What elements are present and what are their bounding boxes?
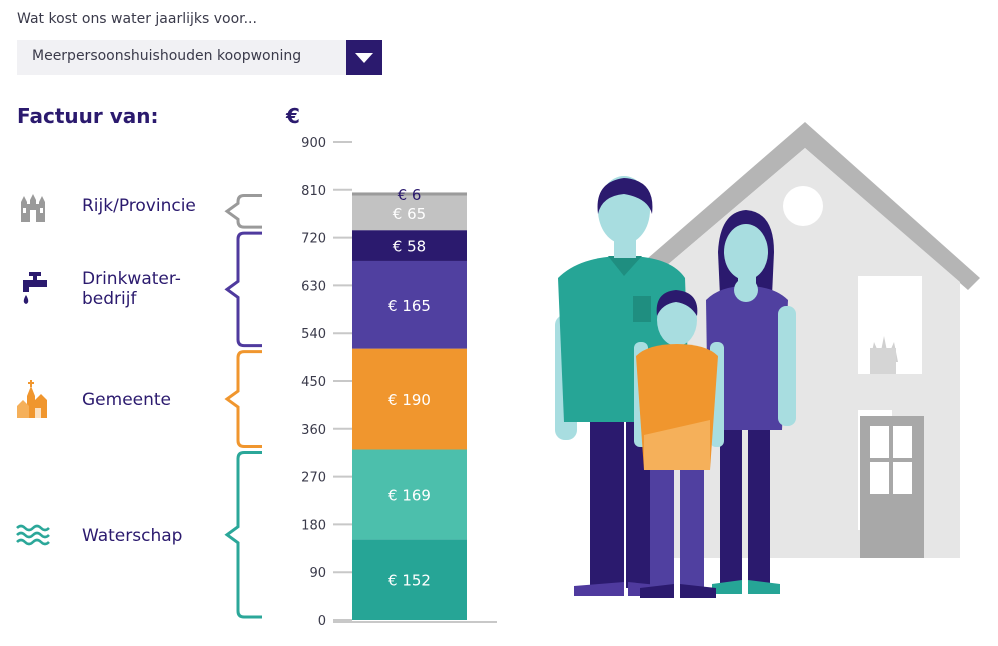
y-tick-label: 720 [301, 232, 326, 247]
y-tick-label: 630 [301, 279, 326, 294]
church-icon [17, 380, 47, 418]
bar-value-label: € 152 [388, 572, 431, 590]
y-axis-currency-label: € [286, 104, 300, 128]
y-tick-label: 0 [318, 614, 326, 629]
bar-segment [352, 348, 467, 450]
bar-value-label: € 190 [388, 391, 431, 409]
y-tick-label: 180 [301, 518, 326, 533]
bar-segment [352, 539, 467, 620]
bar-value-label: € 169 [388, 486, 431, 504]
mother-figure [706, 210, 796, 594]
y-tick-label: 540 [301, 327, 326, 342]
category-brace [224, 451, 262, 619]
category-label-drinkwaterbedrijf: Drinkwater- bedrijf [82, 269, 181, 309]
bar-value-label: € 6 [398, 186, 422, 204]
bar-segment [352, 192, 467, 196]
dropdown-button[interactable] [346, 40, 382, 75]
category-label-rijk-provincie: Rijk/Provincie [82, 196, 196, 216]
bar-segment [352, 260, 467, 349]
category-brace [224, 231, 262, 348]
waves-icon [16, 524, 50, 546]
bar-segments: € 152 € 169 € 190 € 165 € 58 € 65€ 6 [352, 186, 467, 620]
household-select-value: Meerpersoonshuishouden koopwoning [32, 48, 302, 64]
child-figure [634, 290, 724, 598]
bar-segment [352, 195, 467, 231]
category-braces [224, 193, 262, 619]
household-select[interactable]: Meerpersoonshuishouden koopwoning [17, 40, 382, 75]
category-brace [224, 350, 262, 449]
y-tick-label: 90 [309, 566, 326, 581]
y-tick-label: 360 [301, 423, 326, 438]
bar-segment [352, 230, 467, 261]
invoice-heading: Factuur van: [17, 104, 159, 128]
question-text: Wat kost ons water jaarlijks voor... [17, 11, 257, 27]
bar-value-label: € 58 [393, 238, 426, 256]
y-tick-label: 270 [301, 471, 326, 486]
category-label-gemeente: Gemeente [82, 390, 172, 410]
bar-value-label: € 65 [393, 205, 426, 223]
y-tick-label: 450 [301, 375, 326, 390]
bar-segment [352, 449, 467, 540]
tap-icon [23, 272, 47, 304]
family-house-illustration [555, 122, 980, 598]
y-tick-label: 810 [301, 184, 326, 199]
chevron-down-icon [355, 53, 373, 63]
y-tick-label: 900 [301, 136, 326, 151]
y-axis: 0 90 180 270 360 450 540 630 720 810 900 [301, 136, 497, 629]
building-icon [21, 194, 45, 222]
category-label-waterschap: Waterschap [82, 526, 183, 546]
category-brace [224, 193, 262, 229]
bar-value-label: € 165 [388, 297, 431, 315]
stacked-bar-chart: 0 90 180 270 360 450 540 630 720 810 900 € 152 € 16… [224, 136, 497, 629]
